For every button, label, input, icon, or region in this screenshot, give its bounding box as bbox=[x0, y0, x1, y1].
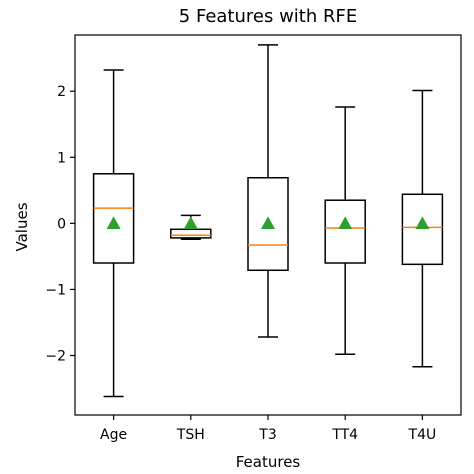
x-tick-label: T3 bbox=[258, 427, 276, 443]
y-axis-label: Values bbox=[13, 202, 31, 251]
x-tick-label: T4U bbox=[408, 427, 437, 443]
y-tick-label: −2 bbox=[45, 349, 66, 365]
mean-marker-tt4 bbox=[338, 216, 353, 229]
x-axis-label: Features bbox=[236, 453, 301, 471]
x-tick-label: TT4 bbox=[331, 427, 358, 443]
y-tick-label: 1 bbox=[57, 150, 66, 166]
plot-area: −2 −1 0 1 2 Age TSH T3 TT4 T4U bbox=[45, 34, 462, 443]
mean-marker-t3 bbox=[261, 216, 275, 229]
chart-title: 5 Features with RFE bbox=[179, 6, 357, 27]
y-tick-label: 0 bbox=[57, 216, 66, 232]
box-tt4 bbox=[324, 199, 366, 264]
mean-marker-t4u bbox=[415, 216, 430, 229]
y-tick-label: −1 bbox=[45, 282, 66, 298]
x-tick-label: Age bbox=[100, 427, 127, 443]
box-t4u bbox=[401, 193, 444, 266]
mean-marker-tsh bbox=[183, 216, 198, 229]
box-tsh bbox=[170, 228, 212, 239]
y-tick-label: 2 bbox=[57, 84, 66, 100]
x-tick-label: TSH bbox=[176, 427, 205, 443]
mean-marker-age bbox=[106, 216, 121, 229]
